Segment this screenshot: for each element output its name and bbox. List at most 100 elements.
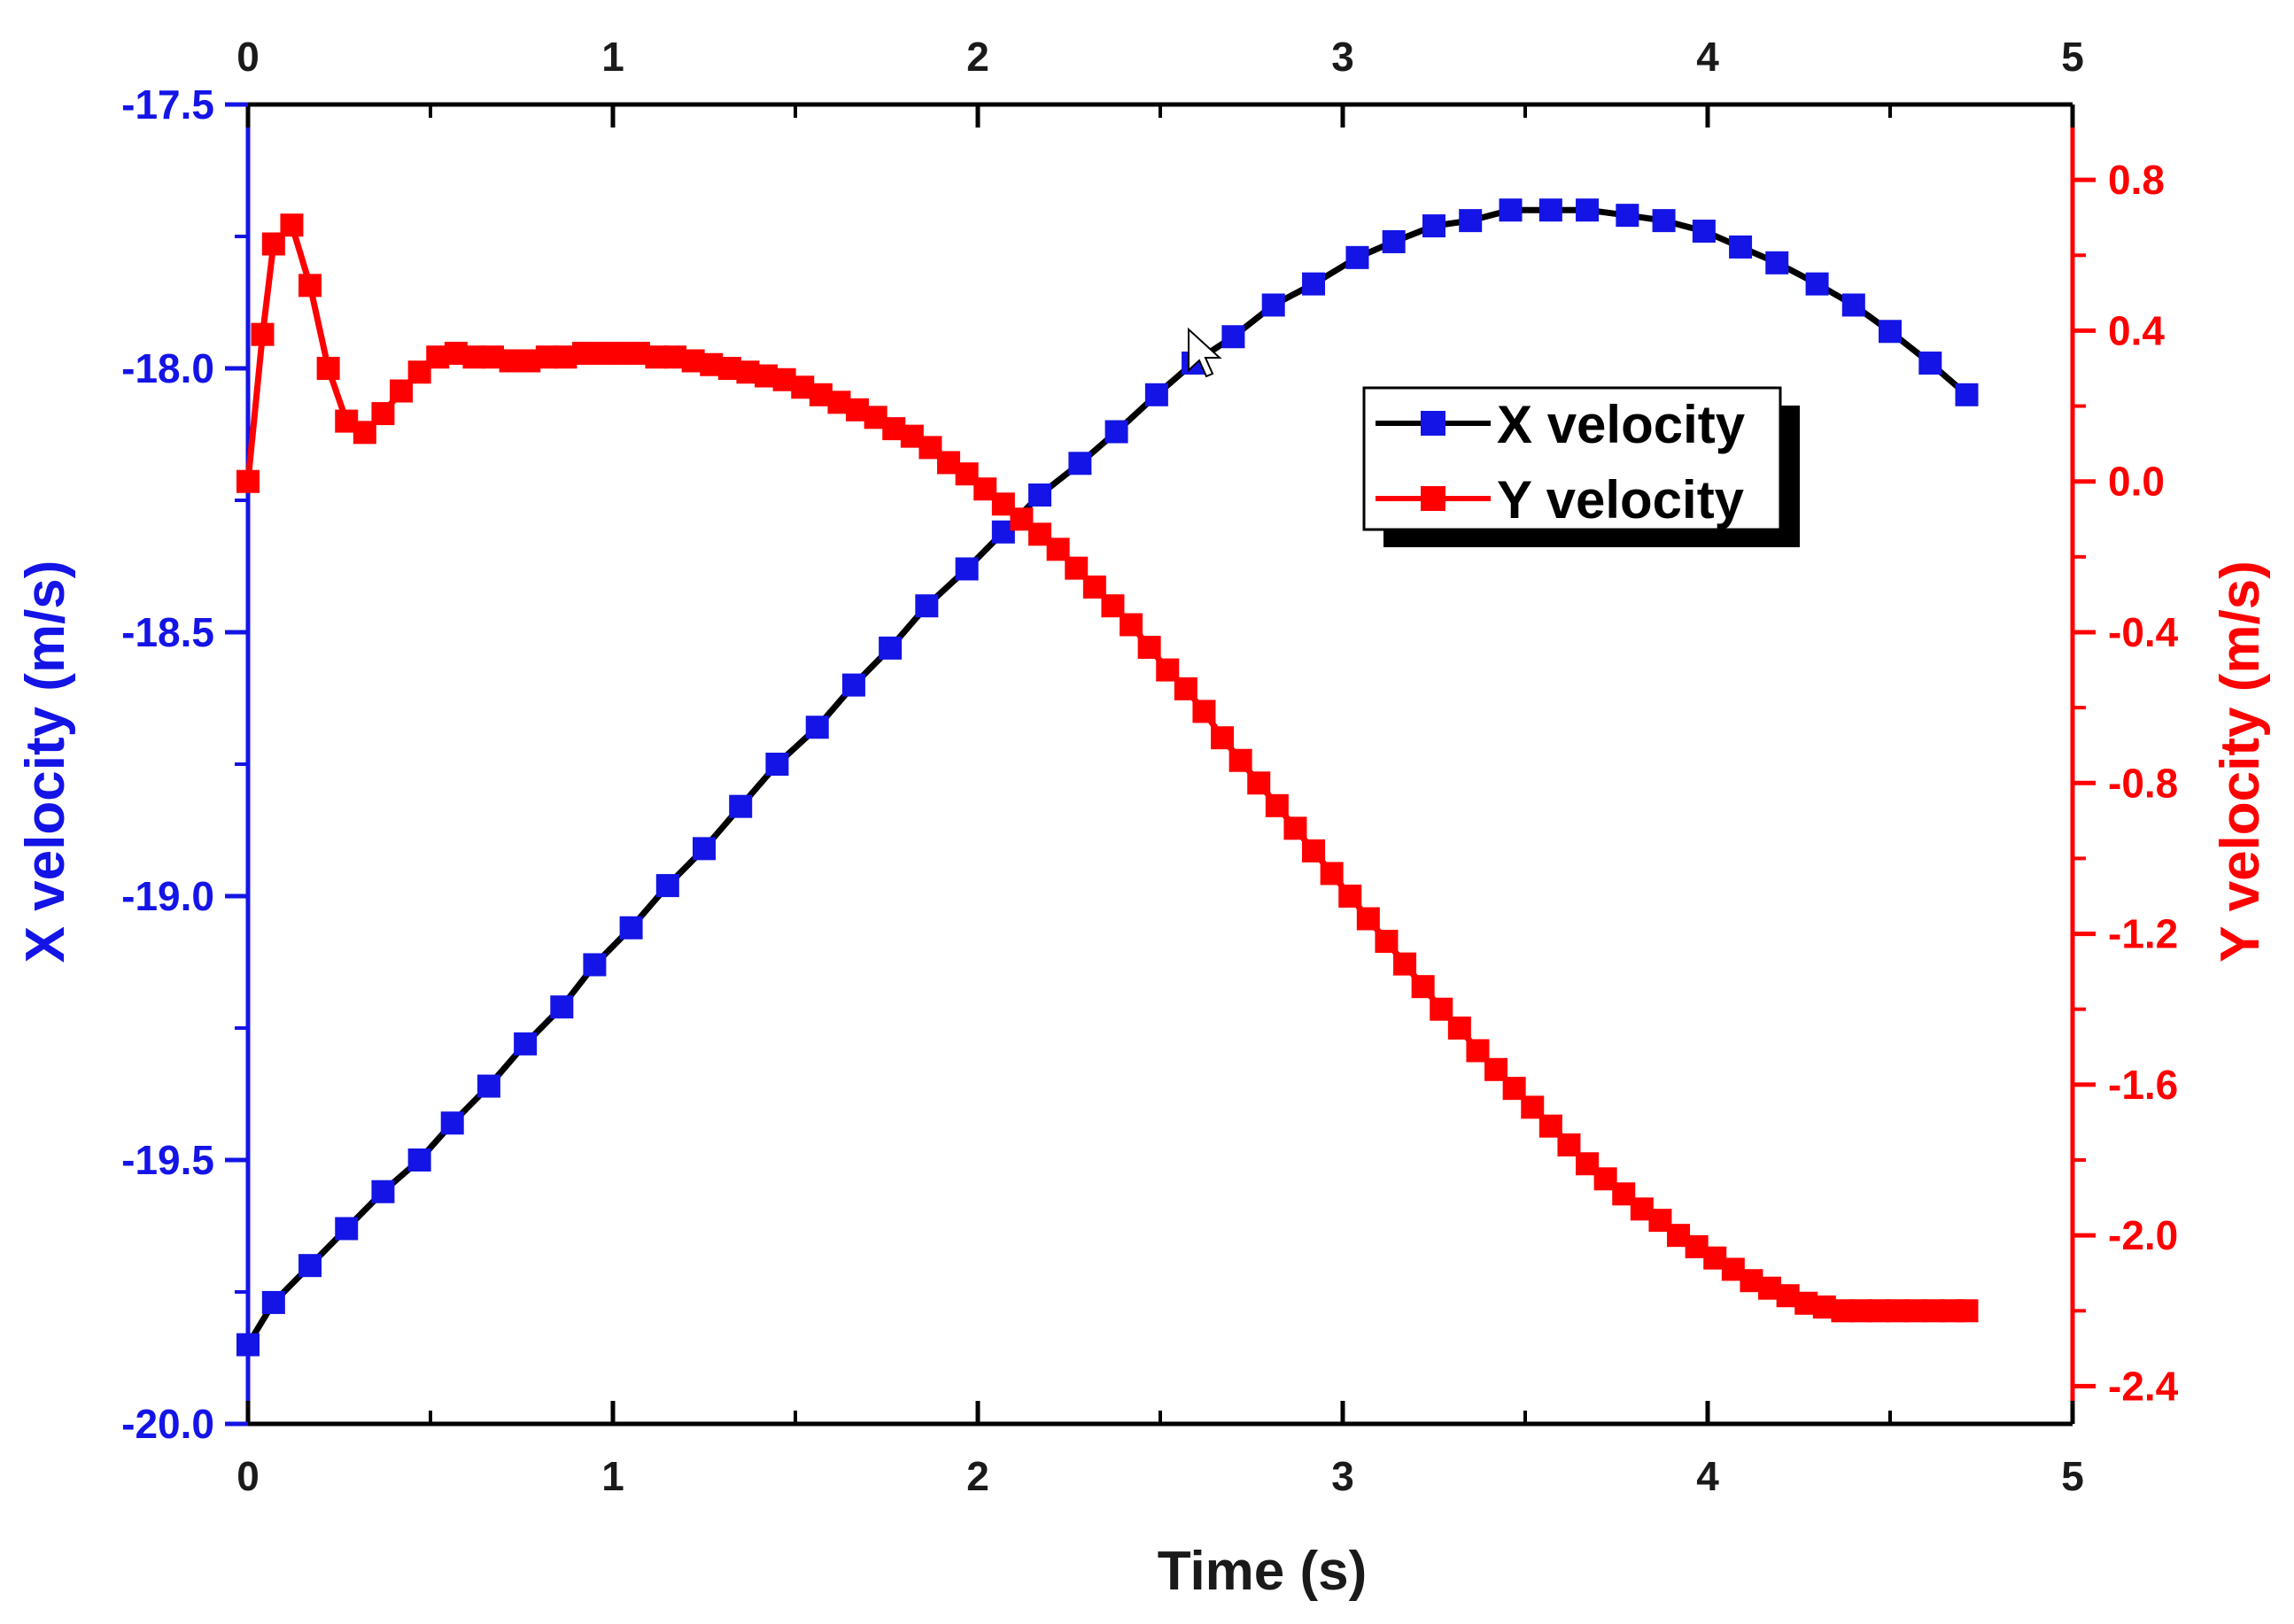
data-point [1283, 816, 1307, 840]
left-tick-label: -20.0 [121, 1401, 214, 1447]
right-tick-label: -0.8 [2108, 760, 2178, 806]
data-point [1375, 930, 1399, 954]
x-tick-label: 4 [1696, 1453, 1719, 1499]
data-point [729, 794, 753, 818]
top-tick-label: 5 [2061, 34, 2084, 80]
data-point [261, 1290, 285, 1314]
x-tick-label: 2 [966, 1453, 989, 1499]
data-point [915, 594, 939, 618]
data-point [693, 837, 716, 861]
data-point [550, 995, 574, 1019]
data-point [1228, 748, 1252, 772]
data-point [1192, 700, 1216, 723]
x-tick-label: 5 [2061, 1453, 2084, 1499]
left-tick-label: -18.5 [121, 609, 214, 655]
x-tick-label: 0 [236, 1453, 260, 1499]
data-point [1356, 907, 1380, 931]
top-tick-label: 2 [966, 34, 989, 80]
data-point [1174, 677, 1197, 700]
data-point [251, 322, 275, 346]
data-point [1538, 198, 1562, 222]
data-point [1841, 293, 1865, 317]
data-point [1411, 975, 1435, 999]
data-point [298, 274, 322, 298]
right-tick-label: 0.8 [2108, 157, 2165, 203]
data-point [280, 213, 304, 237]
data-point [440, 1111, 464, 1135]
legend: X velocity Y velocity [1362, 386, 1800, 547]
data-point [619, 916, 643, 940]
mouse-cursor-icon [1188, 327, 1222, 378]
data-point [1302, 839, 1326, 862]
right-tick-label: -1.2 [2108, 911, 2178, 957]
right-tick-label: 0.0 [2108, 459, 2165, 505]
data-point [1068, 452, 1092, 476]
right-tick-label: -2.4 [2108, 1363, 2179, 1409]
data-point [583, 953, 607, 977]
left-tick-label: -18.0 [121, 345, 214, 391]
top-tick-label: 0 [236, 34, 260, 80]
data-point [1955, 383, 1979, 406]
axis-ticks: 0 0 1 1 2 2 3 3 4 4 5 5 -17.5 -18.0 -18.5 -19.0 -19.5 -20… [121, 34, 2179, 1499]
data-point [805, 715, 829, 739]
data-point [765, 753, 789, 776]
data-point [1028, 483, 1052, 507]
top-tick-label: 3 [1331, 34, 1354, 80]
right-tick-label: -0.4 [2108, 609, 2179, 655]
x-tick-label: 1 [601, 1453, 624, 1499]
right-tick-label: 0.4 [2108, 307, 2165, 353]
data-point [1221, 325, 1245, 349]
right-y-axis-title: Y velocity (m/s) [2210, 561, 2271, 963]
data-point [335, 1217, 359, 1241]
right-tick-label: -2.0 [2108, 1212, 2178, 1258]
data-point [371, 1179, 395, 1203]
data-point [655, 874, 679, 898]
left-tick-label: -17.5 [121, 81, 214, 128]
data-point [1393, 952, 1417, 976]
data-point [879, 636, 903, 660]
data-point [1459, 209, 1483, 233]
data-point [1729, 235, 1753, 259]
right-tick-label: -1.6 [2108, 1062, 2178, 1108]
series-y-velocity [236, 213, 1979, 1323]
data-point [1918, 352, 1942, 375]
data-point [1265, 793, 1289, 817]
data-point [407, 1148, 431, 1172]
data-point [1302, 272, 1326, 296]
data-point [477, 1074, 500, 1098]
data-point [1765, 251, 1789, 275]
x-tick-label: 3 [1331, 1453, 1354, 1499]
data-point [1422, 214, 1445, 238]
data-point [955, 557, 979, 581]
top-tick-label: 4 [1696, 34, 1719, 80]
data-point [1652, 209, 1676, 233]
data-point [1616, 204, 1639, 228]
data-point [1345, 245, 1369, 269]
data-point [1576, 198, 1600, 222]
data-point [371, 402, 395, 426]
data-point [841, 673, 865, 697]
data-point [1382, 229, 1406, 253]
data-point [1120, 613, 1143, 637]
legend-y-label: Y velocity [1497, 470, 1745, 530]
data-point [1211, 726, 1235, 750]
series-layer [236, 198, 1979, 1357]
data-point [1261, 293, 1285, 317]
left-tick-label: -19.5 [121, 1137, 214, 1183]
data-point [514, 1032, 538, 1056]
data-point [1320, 862, 1344, 885]
x-axis-title: Time (s) [1158, 1541, 1368, 1602]
data-point [1499, 198, 1523, 222]
data-point [1955, 1299, 1979, 1323]
data-point [236, 1333, 260, 1357]
left-tick-label: -19.0 [121, 873, 214, 919]
data-point [1104, 420, 1128, 444]
data-point [1805, 272, 1829, 296]
data-point [236, 469, 260, 493]
data-point [1137, 636, 1161, 660]
left-y-axis-title: X velocity (m/s) [15, 561, 76, 963]
data-point [1447, 1017, 1471, 1040]
legend-y-marker [1421, 486, 1445, 511]
